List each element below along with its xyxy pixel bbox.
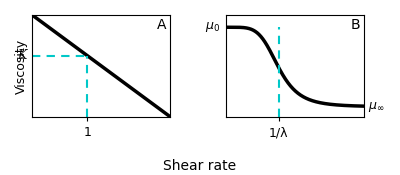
Text: K: K xyxy=(17,49,27,62)
Text: B: B xyxy=(350,18,360,32)
Text: A: A xyxy=(157,18,166,32)
Text: $\mu_\infty$: $\mu_\infty$ xyxy=(368,100,385,114)
Y-axis label: Viscosity: Viscosity xyxy=(15,38,28,94)
Text: Shear rate: Shear rate xyxy=(164,159,236,173)
Text: $\mu_0$: $\mu_0$ xyxy=(205,20,220,34)
